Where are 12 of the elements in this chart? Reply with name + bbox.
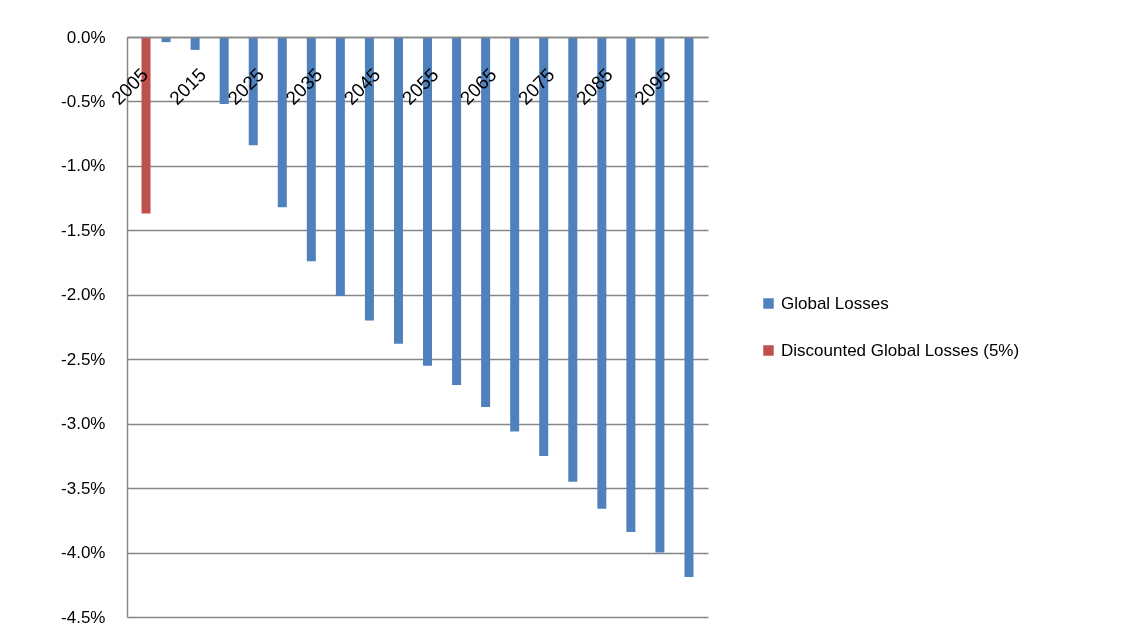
y-tick-label: 0.0%	[66, 27, 106, 47]
y-tick-label: -2.0%	[61, 285, 106, 305]
y-tick-label: -2.5%	[61, 349, 106, 369]
legend-label: Global Losses	[781, 293, 889, 313]
y-tick-label: -1.5%	[61, 220, 106, 240]
y-tick-label: -3.0%	[61, 414, 106, 434]
y-tick-label: -4.5%	[61, 607, 106, 627]
y-tick-label: -3.5%	[61, 478, 106, 498]
y-tick-label: -0.5%	[61, 91, 106, 111]
legend-label: Discounted Global Losses (5%)	[781, 340, 1020, 360]
y-tick-label: -1.0%	[61, 156, 106, 176]
y-tick-label: -4.0%	[61, 543, 106, 563]
